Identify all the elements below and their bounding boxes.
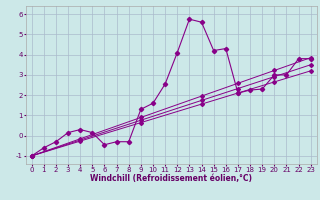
X-axis label: Windchill (Refroidissement éolien,°C): Windchill (Refroidissement éolien,°C) bbox=[90, 174, 252, 183]
